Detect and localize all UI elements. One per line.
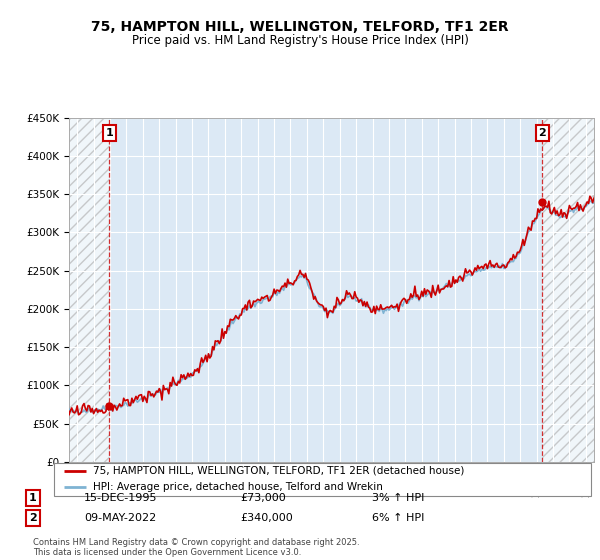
FancyBboxPatch shape	[54, 463, 591, 496]
Text: Contains HM Land Registry data © Crown copyright and database right 2025.
This d: Contains HM Land Registry data © Crown c…	[33, 538, 359, 557]
Text: 75, HAMPTON HILL, WELLINGTON, TELFORD, TF1 2ER (detached house): 75, HAMPTON HILL, WELLINGTON, TELFORD, T…	[92, 466, 464, 476]
Text: 6% ↑ HPI: 6% ↑ HPI	[372, 513, 424, 523]
Text: £340,000: £340,000	[240, 513, 293, 523]
Text: £73,000: £73,000	[240, 493, 286, 503]
Text: 2: 2	[29, 513, 37, 523]
Text: Price paid vs. HM Land Registry's House Price Index (HPI): Price paid vs. HM Land Registry's House …	[131, 34, 469, 46]
Text: 3% ↑ HPI: 3% ↑ HPI	[372, 493, 424, 503]
Text: 09-MAY-2022: 09-MAY-2022	[84, 513, 156, 523]
Text: 2: 2	[539, 128, 547, 138]
Text: 1: 1	[106, 128, 113, 138]
Text: 15-DEC-1995: 15-DEC-1995	[84, 493, 157, 503]
Text: 75, HAMPTON HILL, WELLINGTON, TELFORD, TF1 2ER: 75, HAMPTON HILL, WELLINGTON, TELFORD, T…	[91, 20, 509, 34]
Text: HPI: Average price, detached house, Telford and Wrekin: HPI: Average price, detached house, Telf…	[92, 482, 383, 492]
Text: 1: 1	[29, 493, 37, 503]
